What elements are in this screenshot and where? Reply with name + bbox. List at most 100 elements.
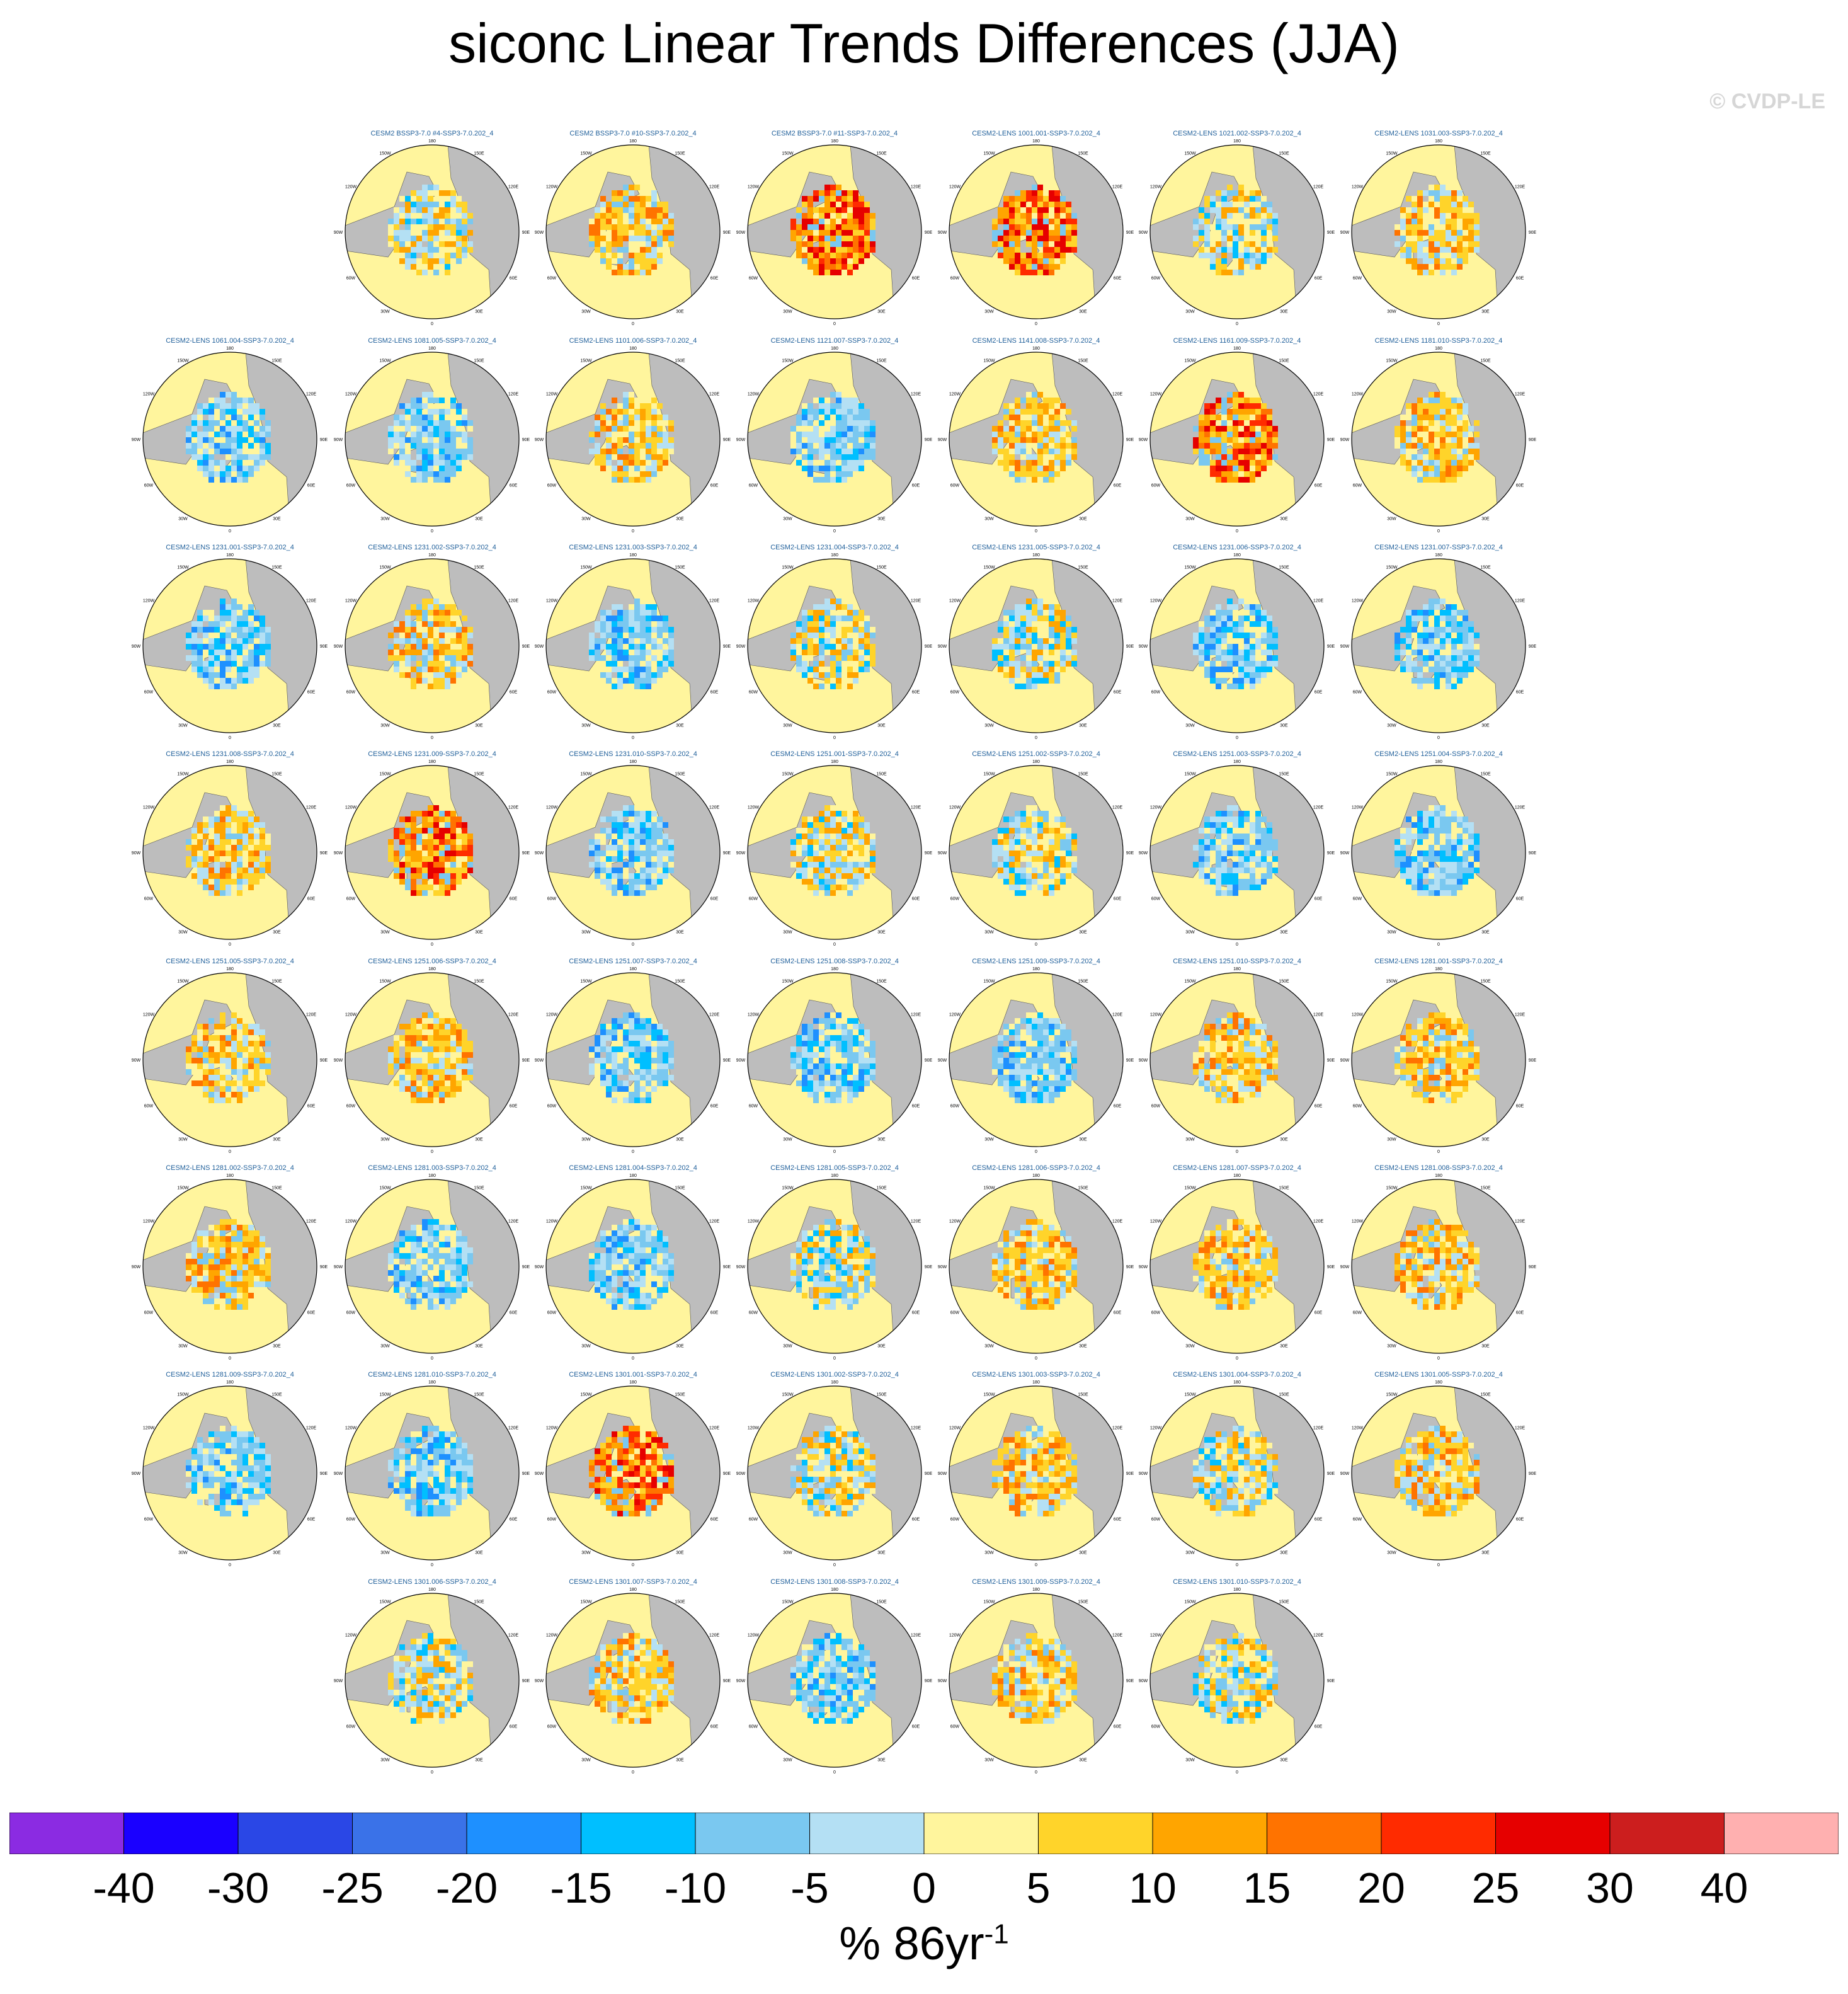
- trend-cell: [248, 661, 254, 667]
- trend-cell: [265, 845, 271, 851]
- trend-cell: [807, 834, 813, 839]
- trend-cell: [405, 241, 411, 247]
- longitude-label: 30W: [783, 310, 792, 314]
- trend-cell: [813, 604, 819, 610]
- trend-cell: [439, 890, 445, 896]
- trend-cell: [1423, 403, 1429, 409]
- trend-cell: [1463, 443, 1468, 449]
- trend-cell: [242, 471, 248, 477]
- trend-cell: [646, 471, 651, 477]
- trend-cell: [254, 409, 260, 415]
- trend-cell: [589, 219, 595, 224]
- trend-cell: [1233, 253, 1238, 258]
- trend-cell: [802, 454, 807, 460]
- trend-cell: [439, 610, 445, 616]
- trend-cell: [1054, 207, 1060, 213]
- trend-cell: [1026, 834, 1032, 839]
- trend-cell: [606, 845, 612, 851]
- land-mass: [1454, 765, 1526, 939]
- trend-cell: [819, 616, 824, 621]
- trend-cell: [462, 432, 467, 437]
- trend-cell: [858, 638, 864, 644]
- trend-cell: [1210, 466, 1216, 471]
- trend-cell: [1009, 885, 1015, 890]
- trend-cell: [1267, 437, 1272, 443]
- trend-cell: [1250, 219, 1255, 224]
- trend-cell: [1009, 415, 1015, 420]
- trend-cell: [450, 672, 456, 678]
- longitude-label: 150W: [379, 772, 391, 776]
- trend-cell: [445, 678, 450, 684]
- longitude-label: 150W: [782, 565, 794, 570]
- trend-cell: [439, 258, 445, 264]
- trend-cell: [439, 616, 445, 621]
- trend-cell: [870, 868, 876, 873]
- trend-cell: [841, 638, 847, 644]
- trend-cell: [1003, 253, 1009, 258]
- trend-cell: [1227, 449, 1233, 454]
- trend-cell: [1474, 655, 1480, 661]
- trend-cell: [1446, 454, 1451, 460]
- trend-cell: [657, 672, 663, 678]
- trend-cell: [1026, 885, 1032, 890]
- trend-cell: [1043, 885, 1049, 890]
- trend-cell: [450, 230, 456, 236]
- trend-cell: [1429, 845, 1434, 851]
- trend-cell: [1457, 437, 1463, 443]
- trend-cell: [1060, 230, 1066, 236]
- trend-cell: [1406, 241, 1412, 247]
- trend-cell: [1026, 879, 1032, 885]
- trend-cell: [1244, 856, 1250, 862]
- trend-cell: [450, 241, 456, 247]
- trend-cell: [1221, 236, 1227, 241]
- trend-cell: [836, 398, 841, 403]
- trend-cell: [394, 420, 399, 426]
- trend-cell: [864, 437, 870, 443]
- trend-cell: [1423, 420, 1429, 426]
- longitude-label: 60E: [710, 277, 719, 281]
- trend-cell: [1210, 409, 1216, 415]
- trend-cell: [208, 661, 214, 667]
- trend-cell: [422, 202, 428, 207]
- trend-cell: [629, 828, 634, 834]
- trend-cell: [623, 207, 629, 213]
- trend-cell: [191, 851, 197, 856]
- trend-cell: [629, 409, 634, 415]
- trend-cell: [265, 443, 271, 449]
- trend-cell: [203, 822, 208, 828]
- trend-cell: [640, 460, 646, 466]
- trend-cell: [1244, 477, 1250, 483]
- trend-cell: [1037, 207, 1043, 213]
- trend-cell: [606, 213, 612, 219]
- trend-cell: [1049, 655, 1054, 661]
- trend-cell: [864, 667, 870, 672]
- trend-cell: [668, 219, 674, 224]
- trend-cell: [807, 426, 813, 432]
- trend-cell: [197, 845, 203, 851]
- trend-cell: [651, 415, 657, 420]
- trend-cell: [439, 845, 445, 851]
- trend-cell: [203, 638, 208, 644]
- trend-cell: [1060, 661, 1066, 667]
- trend-cell: [242, 667, 248, 672]
- longitude-label: 0: [1437, 322, 1440, 325]
- trend-cell: [864, 633, 870, 638]
- trend-cell: [1400, 432, 1406, 437]
- trend-cell: [1406, 415, 1412, 420]
- trend-cell: [231, 856, 237, 862]
- trend-cell: [1216, 879, 1221, 885]
- trend-cell: [1423, 432, 1429, 437]
- trend-cell: [813, 460, 819, 466]
- land-mass: [447, 352, 519, 526]
- trend-cell: [606, 224, 612, 230]
- trend-cell: [422, 873, 428, 879]
- trend-cell: [1250, 644, 1255, 650]
- trend-cell: [1417, 856, 1423, 862]
- trend-cell: [445, 650, 450, 655]
- longitude-label: 60E: [1516, 277, 1524, 281]
- trend-cell: [1434, 621, 1440, 627]
- trend-cell: [1417, 471, 1423, 477]
- trend-cell: [813, 650, 819, 655]
- trend-cell: [864, 868, 870, 873]
- trend-cell: [646, 839, 651, 845]
